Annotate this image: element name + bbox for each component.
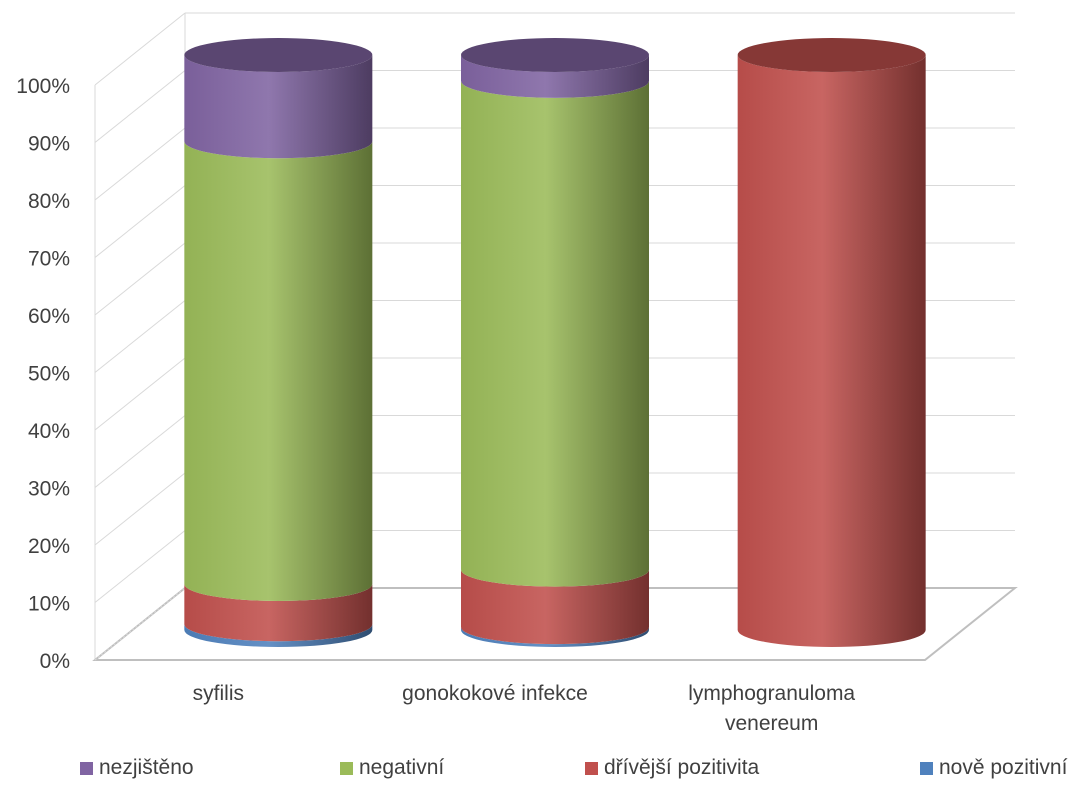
legend: nezjištěno negativní dřívější pozitivita no… <box>0 756 1086 787</box>
y-tick-label: 90% <box>28 133 70 156</box>
bar-segment-drivejsi-pozitivita <box>184 584 373 642</box>
y-tick-label: 70% <box>28 248 70 271</box>
bar-segment-drivejsi-pozitivita <box>737 55 926 647</box>
bar-segment-negativni <box>461 80 649 587</box>
y-axis-labels: 0% 10% 20% 30% 40% 50% 60% 70% 80% 90% 100% <box>16 75 70 673</box>
legend-label: dřívější pozitivita <box>604 756 760 779</box>
legend-item-nove-pozitivni: nově pozitivní <box>920 756 1067 780</box>
x-tick-label: lymphogranuloma venereum <box>688 682 855 735</box>
y-tick-label: 60% <box>28 305 70 328</box>
bar-top-cap <box>461 38 649 72</box>
chart-floor <box>92 587 1018 661</box>
x-axis-labels: syfilis gonokokové infekce lymphogranuloma… <box>193 682 856 735</box>
legend-item-negativni: negativní <box>340 756 444 780</box>
legend-swatch <box>340 761 353 775</box>
y-tick-label: 30% <box>28 478 70 501</box>
x-tick-label: syfilis <box>193 682 244 705</box>
legend-label: negativní <box>359 756 445 779</box>
legend-item-drivejsi-pozitivita: dřívější pozitivita <box>585 756 759 780</box>
gridline <box>94 12 1015 86</box>
bar-segment-negativni <box>184 141 373 601</box>
legend-item-nezjisteno: nezjištěno <box>80 756 194 780</box>
bars <box>184 38 926 647</box>
y-tick-label: 80% <box>28 190 70 213</box>
y-tick-label: 100% <box>16 75 70 98</box>
bar-segment-nove-pozitivni <box>461 627 649 647</box>
legend-label: nezjištěno <box>99 756 194 779</box>
bar-top-cap <box>184 38 373 72</box>
bar-cylinder-syfilis <box>184 38 373 647</box>
bar-segment-nezjisteno <box>461 55 649 98</box>
bar-segment-nove-pozitivni <box>184 624 373 647</box>
y-tick-label: 10% <box>28 593 70 616</box>
x-tick-label: gonokokové infekce <box>402 682 588 705</box>
bar-segment-nezjisteno <box>184 55 373 159</box>
legend-swatch <box>585 761 598 775</box>
bar-cylinder-gonokokove-infekce <box>461 38 649 647</box>
bar-cylinder-lymphogranuloma-venereum <box>737 38 926 647</box>
legend-swatch <box>920 761 933 775</box>
legend-label: nově pozitivní <box>939 756 1068 779</box>
legend-swatch <box>80 761 93 775</box>
y-tick-label: 50% <box>28 363 70 386</box>
bar-segment-drivejsi-pozitivita <box>461 569 649 645</box>
bar-top-cap <box>737 38 926 72</box>
y-tick-label: 40% <box>28 420 70 443</box>
floor-diagonal <box>94 587 186 661</box>
y-tick-label: 20% <box>28 535 70 558</box>
y-tick-label: 0% <box>40 650 70 673</box>
